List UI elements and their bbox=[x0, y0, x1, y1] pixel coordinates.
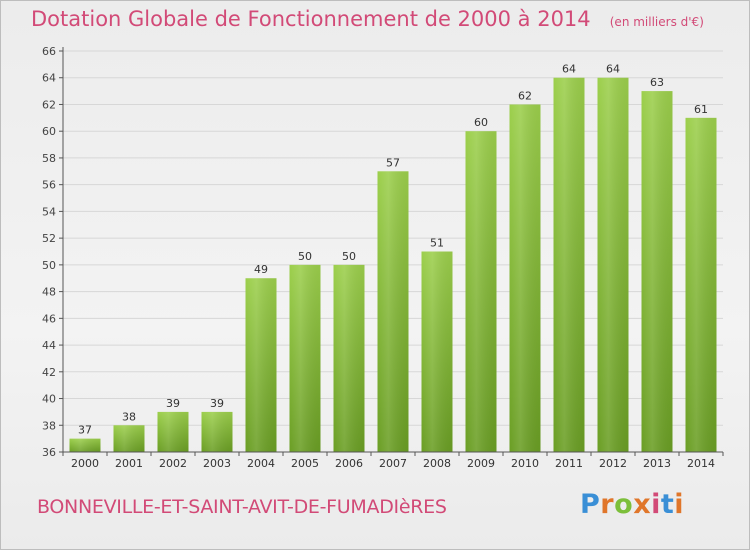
bar-sheen bbox=[421, 251, 453, 452]
y-tick-label: 62 bbox=[42, 98, 56, 111]
data-label: 49 bbox=[254, 263, 268, 276]
x-tick-label: 2002 bbox=[159, 457, 187, 470]
bar-sheen bbox=[597, 77, 629, 452]
commune-name: BONNEVILLE-ET-SAINT-AVIT-DE-FUMADIèRES bbox=[37, 496, 447, 518]
bar-sheen bbox=[377, 171, 409, 453]
x-tick-label: 2012 bbox=[599, 457, 627, 470]
data-label: 50 bbox=[298, 250, 312, 263]
y-tick-label: 56 bbox=[42, 179, 56, 192]
x-tick-label: 2003 bbox=[203, 457, 231, 470]
unit-label: (en milliers d'€) bbox=[609, 15, 704, 29]
logo-letter: o bbox=[614, 489, 634, 520]
bar-sheen bbox=[685, 117, 717, 452]
data-label: 37 bbox=[78, 424, 92, 437]
bar-sheen bbox=[245, 278, 277, 452]
bar-sheen bbox=[113, 425, 145, 452]
data-label: 60 bbox=[474, 116, 488, 129]
x-tick-label: 2010 bbox=[511, 457, 539, 470]
logo-letter: i bbox=[651, 489, 661, 520]
data-label: 61 bbox=[694, 103, 708, 116]
x-tick-label: 2001 bbox=[115, 457, 143, 470]
y-tick-label: 36 bbox=[42, 446, 56, 459]
bar-sheen bbox=[553, 77, 585, 452]
bar-sheen bbox=[157, 411, 189, 452]
x-tick-label: 2009 bbox=[467, 457, 495, 470]
y-tick-label: 48 bbox=[42, 286, 56, 299]
logo-letter: P bbox=[580, 489, 601, 520]
data-label: 64 bbox=[606, 63, 620, 76]
bar-sheen bbox=[333, 264, 365, 452]
logo-letter: i bbox=[674, 489, 685, 520]
x-tick-label: 2014 bbox=[687, 457, 715, 470]
x-tick-label: 2007 bbox=[379, 457, 407, 470]
data-label: 64 bbox=[562, 63, 576, 76]
y-tick-label: 46 bbox=[42, 312, 56, 325]
x-tick-label: 2000 bbox=[71, 457, 99, 470]
y-tick-label: 64 bbox=[42, 72, 56, 85]
x-tick-label: 2006 bbox=[335, 457, 363, 470]
y-tick-label: 54 bbox=[42, 205, 56, 218]
y-tick-label: 60 bbox=[42, 125, 56, 138]
logo-letter: x bbox=[633, 489, 652, 520]
x-tick-label: 2013 bbox=[643, 457, 671, 470]
bar-sheen bbox=[201, 411, 233, 452]
proxiti-logo[interactable]: Proxiti bbox=[580, 489, 684, 520]
bar-sheen bbox=[641, 91, 673, 452]
chart-title: Dotation Globale de Fonctionnement de 20… bbox=[31, 7, 591, 31]
axes: 36 38 40 42 44 46 48 50 52 54 56 58 60 62 64 66 2000 2001… bbox=[42, 45, 724, 470]
bar-sheen bbox=[69, 438, 101, 452]
y-tick-label: 38 bbox=[42, 419, 56, 432]
data-label: 57 bbox=[386, 156, 400, 169]
y-tick-label: 44 bbox=[42, 339, 56, 352]
data-label: 51 bbox=[430, 237, 444, 250]
logo-letter: r bbox=[600, 489, 615, 520]
y-tick-label: 52 bbox=[42, 232, 56, 245]
y-tick-label: 58 bbox=[42, 152, 56, 165]
x-tick-label: 2005 bbox=[291, 457, 319, 470]
y-tick-label: 40 bbox=[42, 393, 56, 406]
x-tick-label: 2011 bbox=[555, 457, 583, 470]
y-tick-label: 66 bbox=[42, 45, 56, 58]
bar-sheen bbox=[289, 264, 321, 452]
bar-sheen bbox=[509, 104, 541, 452]
data-label: 38 bbox=[122, 410, 136, 423]
x-tick-label: 2008 bbox=[423, 457, 451, 470]
bar-sheen bbox=[465, 131, 497, 452]
y-tick-label: 50 bbox=[42, 259, 56, 272]
data-label: 63 bbox=[650, 76, 664, 89]
title-row: Dotation Globale de Fonctionnement de 20… bbox=[31, 7, 704, 31]
data-label: 62 bbox=[518, 89, 532, 102]
bars bbox=[69, 77, 717, 453]
y-tick-label: 42 bbox=[42, 366, 56, 379]
data-labels: 37 38 39 39 49 50 50 57 51 60 62 64 64 63 61 bbox=[78, 63, 708, 437]
data-label: 39 bbox=[166, 397, 180, 410]
data-label: 50 bbox=[342, 250, 356, 263]
data-label: 39 bbox=[210, 397, 224, 410]
logo-letter: t bbox=[660, 489, 675, 520]
x-tick-label: 2004 bbox=[247, 457, 275, 470]
